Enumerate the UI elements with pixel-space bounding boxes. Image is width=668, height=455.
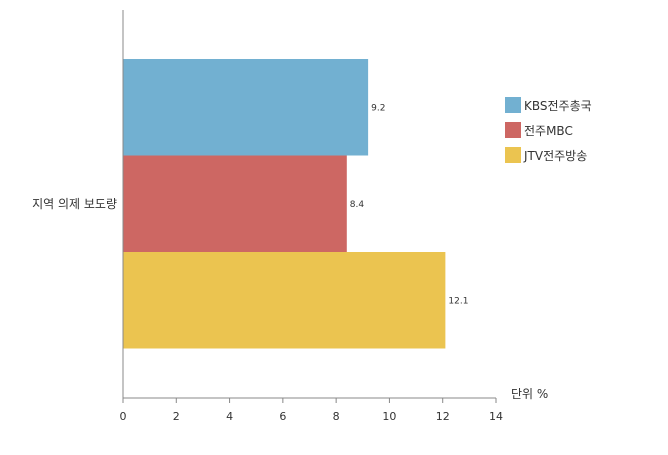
data-label-1: 9.2 bbox=[371, 103, 385, 113]
bar-1 bbox=[123, 59, 369, 156]
x-tick-label-2: 4 bbox=[226, 410, 233, 423]
legend-swatch-1 bbox=[505, 97, 521, 113]
x-tick-label-7: 14 bbox=[489, 410, 503, 423]
x-axis-unit-label: 단위 % bbox=[511, 387, 548, 401]
legend-label-2: 전주MBC bbox=[524, 124, 573, 138]
bar-2 bbox=[123, 155, 347, 252]
x-tick-label-3: 6 bbox=[279, 410, 286, 423]
x-tick-label-1: 2 bbox=[173, 410, 180, 423]
x-axis-ticks: 0 2 4 6 8 10 12 14 bbox=[120, 398, 503, 423]
legend-label-3: JTV전주방송 bbox=[523, 149, 587, 163]
category-label: 지역 의제 보도량 bbox=[32, 197, 117, 211]
data-label-3: 12.1 bbox=[448, 296, 468, 306]
data-labels-layer: 9.2 8.4 12.1 bbox=[350, 103, 469, 306]
x-tick-label-6: 12 bbox=[436, 410, 450, 423]
x-tick-label-4: 8 bbox=[333, 410, 340, 423]
legend-swatch-2 bbox=[505, 122, 521, 138]
data-label-2: 8.4 bbox=[350, 200, 365, 210]
x-tick-label-5: 10 bbox=[382, 410, 396, 423]
bar-3 bbox=[123, 252, 446, 349]
legend-label-1: KBS전주총국 bbox=[524, 99, 592, 113]
bars-layer bbox=[123, 59, 446, 349]
legend-swatch-3 bbox=[505, 147, 521, 163]
x-tick-label-0: 0 bbox=[120, 410, 127, 423]
